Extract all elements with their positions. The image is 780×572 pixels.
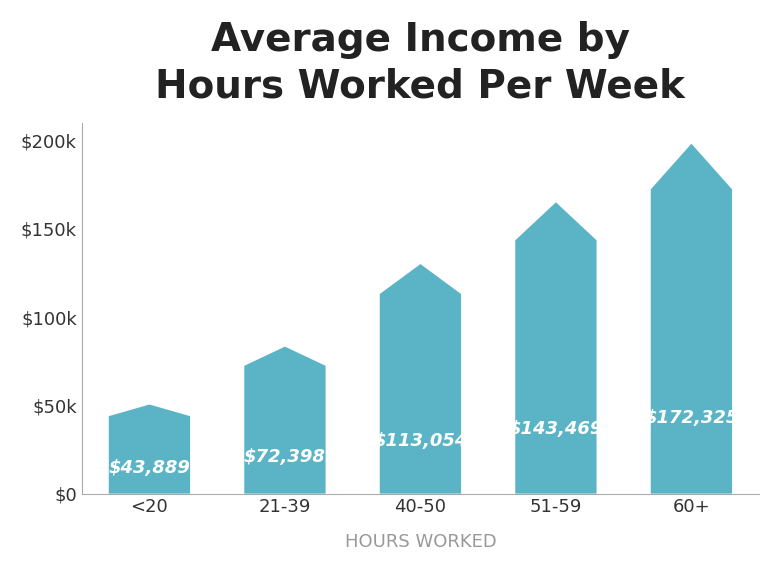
Text: $43,889: $43,889 <box>108 459 190 476</box>
Polygon shape <box>108 404 190 494</box>
Text: $72,398: $72,398 <box>244 447 326 466</box>
Text: $143,469: $143,469 <box>509 420 603 438</box>
X-axis label: HOURS WORKED: HOURS WORKED <box>345 533 496 551</box>
Polygon shape <box>244 347 325 494</box>
Polygon shape <box>651 144 732 494</box>
Title: Average Income by
Hours Worked Per Week: Average Income by Hours Worked Per Week <box>155 21 686 106</box>
Text: $113,054: $113,054 <box>374 432 468 450</box>
Polygon shape <box>380 264 461 494</box>
Text: $172,325: $172,325 <box>644 409 739 427</box>
Polygon shape <box>516 202 597 494</box>
